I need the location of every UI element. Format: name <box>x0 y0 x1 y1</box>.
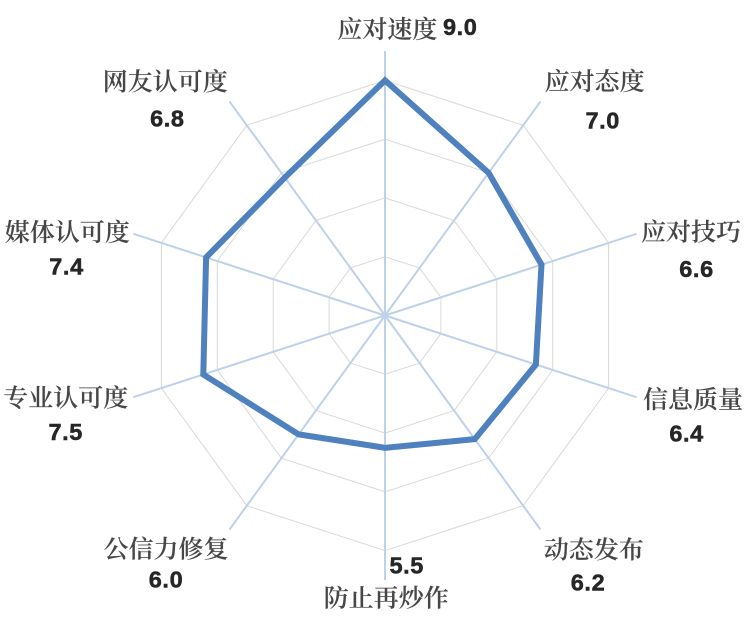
svg-text:7.4: 7.4 <box>49 253 83 279</box>
svg-text:6.0: 6.0 <box>149 566 183 592</box>
svg-text:6.8: 6.8 <box>150 105 184 131</box>
svg-text:6.6: 6.6 <box>679 256 713 282</box>
svg-text:5.5: 5.5 <box>389 553 423 579</box>
svg-text:6.4: 6.4 <box>669 420 703 446</box>
svg-text:7.5: 7.5 <box>48 419 82 445</box>
svg-text:6.2: 6.2 <box>571 570 605 596</box>
svg-text:9.0: 9.0 <box>443 14 477 40</box>
svg-text:7.0: 7.0 <box>585 108 619 134</box>
